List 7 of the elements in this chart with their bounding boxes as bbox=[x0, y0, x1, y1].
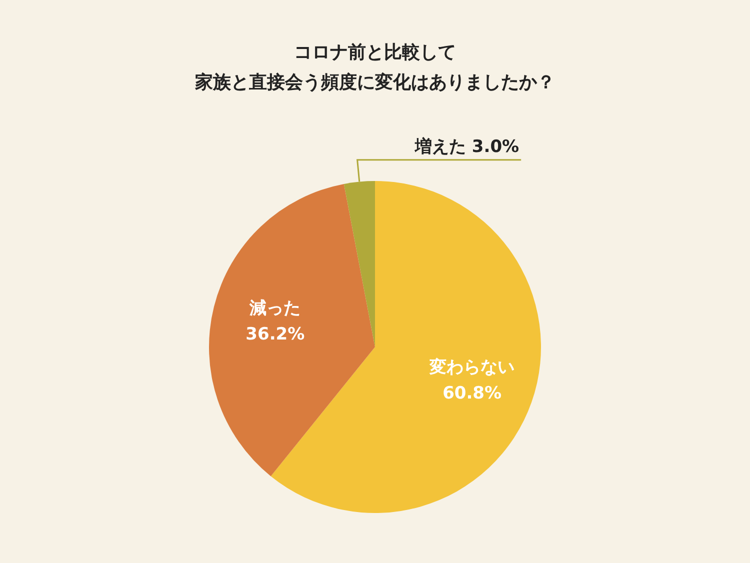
slice-label: 減った bbox=[248, 298, 301, 318]
slice-label: 増えた 3.0% bbox=[414, 136, 520, 157]
chart-subtitle: 家族と直接会う頻度に変化はありましたか？ bbox=[194, 71, 556, 95]
data-label: 60.8% bbox=[442, 384, 502, 404]
chart-title: コロナ前と比較して bbox=[293, 41, 457, 65]
data-label: 36.2% bbox=[246, 324, 305, 344]
slice-label: 変わらない bbox=[428, 358, 515, 378]
